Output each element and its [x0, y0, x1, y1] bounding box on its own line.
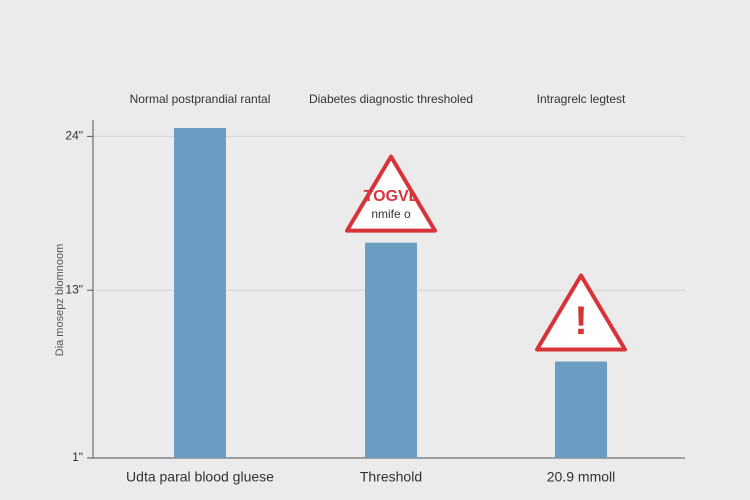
y-tick-label: 24" — [65, 129, 83, 143]
x-tick-label: Udta paral blood gluese — [126, 469, 274, 485]
bar — [365, 242, 417, 458]
warning-text: nmife o — [371, 207, 411, 221]
warning-icon — [345, 154, 437, 233]
warning-text: TOGVL — [364, 188, 419, 205]
warning-text: ! — [574, 299, 587, 343]
bar — [555, 361, 607, 458]
y-tick-label: 1" — [72, 450, 83, 464]
x-tick-label: 20.9 mmoll — [547, 469, 615, 485]
warning-icon — [535, 273, 627, 352]
top-label: Diabetes diagnostic thresholed — [309, 92, 473, 106]
top-label: Intragrelc legtest — [537, 92, 626, 106]
bar — [174, 128, 226, 458]
x-tick-label: Threshold — [360, 469, 422, 485]
y-tick-label: 13" — [65, 282, 83, 296]
top-label: Normal postprandial rantal — [130, 92, 271, 106]
y-axis-title: Dia mosepz blomnoom — [54, 244, 66, 357]
